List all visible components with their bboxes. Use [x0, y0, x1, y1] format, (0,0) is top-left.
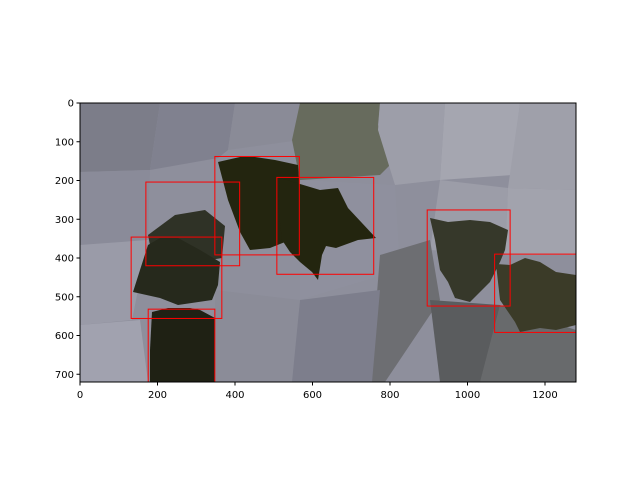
bounding-box	[145, 181, 241, 267]
x-tick-label: 200	[148, 390, 167, 401]
x-tick-label: 1200	[532, 390, 557, 401]
y-tick-label: 400	[55, 254, 74, 265]
bounding-box	[276, 176, 375, 275]
y-tick-label: 700	[55, 370, 74, 381]
y-tick-label: 600	[55, 331, 74, 342]
image-content	[80, 103, 576, 382]
bounding-box	[426, 209, 511, 307]
y-tick-label: 500	[55, 292, 74, 303]
bounding-boxes	[130, 155, 577, 383]
bounding-box	[130, 236, 223, 319]
x-tick-label: 600	[303, 390, 322, 401]
y-tick-label: 300	[55, 215, 74, 226]
x-tick-label: 0	[77, 390, 83, 401]
x-tick-label: 1000	[455, 390, 480, 401]
x-tick-label: 400	[225, 390, 244, 401]
object-shape	[278, 178, 376, 280]
x-axis: 0 200 400 600 800 1000 1200	[77, 382, 558, 401]
x-tick-label: 800	[380, 390, 399, 401]
object-shape	[133, 238, 220, 305]
object-shape	[430, 218, 508, 302]
object-shape	[496, 258, 576, 332]
axes-frame	[79, 102, 577, 383]
y-tick-label: 100	[55, 137, 74, 148]
bounding-box	[214, 155, 300, 256]
y-tick-label: 200	[55, 176, 74, 187]
y-axis: 0 100 200 300 400 500 600 700	[55, 99, 80, 381]
object-shape	[150, 308, 215, 382]
y-tick-label: 0	[68, 99, 74, 110]
object-shape	[218, 157, 300, 250]
